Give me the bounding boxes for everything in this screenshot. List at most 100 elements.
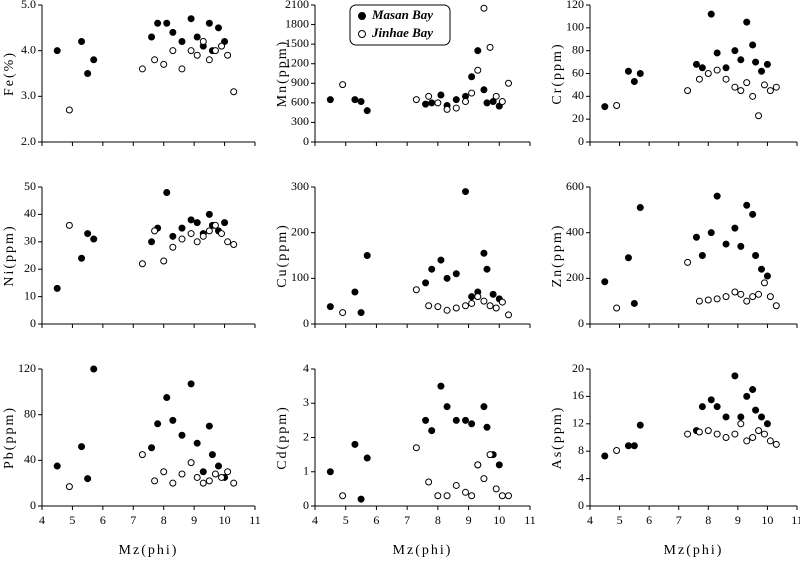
y-axis-label: Fe(%): [2, 51, 17, 96]
point: [713, 430, 721, 438]
point: [214, 462, 222, 470]
point: [163, 394, 171, 402]
point: [468, 420, 476, 428]
point: [53, 462, 61, 470]
point: [462, 98, 469, 106]
point: [722, 413, 730, 421]
y-tick-label: 3: [303, 395, 309, 409]
point: [205, 56, 213, 64]
point: [160, 60, 168, 68]
y-tick-label: 120: [566, 0, 584, 11]
x-tick-label: 6: [373, 513, 379, 527]
point: [760, 279, 768, 287]
point: [749, 210, 757, 218]
point: [722, 75, 730, 83]
x-tick-label: 11: [791, 513, 800, 527]
point: [722, 240, 730, 248]
x-axis-label: Mz(phi): [664, 543, 724, 558]
point: [351, 96, 359, 104]
point: [749, 386, 757, 394]
point: [468, 293, 476, 301]
point: [492, 92, 500, 100]
y-tick-label: 200: [566, 270, 584, 284]
point: [187, 380, 195, 388]
point: [483, 99, 491, 107]
y-tick-label: 80: [572, 42, 584, 56]
point: [480, 86, 488, 94]
point: [205, 227, 213, 235]
point: [422, 416, 430, 424]
x-tick-label: 9: [191, 513, 197, 527]
point: [151, 56, 159, 64]
point: [731, 47, 739, 55]
point: [601, 103, 609, 111]
x-tick-label: 6: [646, 513, 652, 527]
point: [428, 427, 436, 435]
point: [722, 293, 730, 301]
point: [758, 265, 766, 273]
point: [138, 260, 146, 268]
point: [357, 309, 365, 317]
point: [480, 249, 488, 257]
point: [169, 479, 177, 487]
point: [211, 47, 219, 55]
point: [737, 56, 745, 64]
point: [230, 479, 238, 487]
point: [492, 485, 500, 493]
y-tick-label: 600: [566, 179, 584, 193]
x-tick-label: 10: [219, 513, 231, 527]
x-tick-label: 5: [69, 513, 75, 527]
point: [154, 420, 162, 428]
x-tick-label: 7: [130, 513, 136, 527]
x-tick-label: 4: [587, 513, 593, 527]
y-tick-label: 80: [24, 406, 36, 420]
point: [138, 451, 146, 459]
point: [452, 416, 460, 424]
point: [154, 19, 162, 27]
point: [462, 188, 469, 196]
y-tick-label: 120: [18, 361, 36, 375]
point: [480, 297, 488, 305]
x-axis-label: Mz(phi): [393, 543, 453, 558]
point: [443, 105, 451, 113]
point: [178, 470, 186, 478]
point: [363, 454, 371, 462]
point: [713, 66, 721, 74]
point: [351, 440, 359, 448]
point: [339, 81, 347, 89]
point: [752, 58, 760, 66]
point: [763, 272, 771, 280]
y-tick-label: 12: [572, 416, 584, 430]
x-tick-label: 8: [705, 513, 711, 527]
point: [613, 304, 621, 312]
point: [462, 416, 469, 424]
point: [193, 238, 201, 246]
point: [434, 492, 442, 500]
point: [480, 403, 488, 411]
y-tick-label: 1800: [285, 16, 309, 30]
point: [90, 56, 98, 64]
point: [214, 24, 222, 32]
y-tick-label: 0: [30, 316, 36, 330]
y-tick-label: 400: [566, 224, 584, 238]
y-tick-label: 0: [303, 498, 309, 512]
point: [187, 230, 195, 238]
point: [743, 201, 751, 209]
x-tick-label: 7: [676, 513, 682, 527]
point: [326, 303, 334, 311]
point: [758, 67, 766, 75]
point: [425, 302, 433, 310]
point: [692, 233, 700, 241]
y-tick-label: 3.0: [21, 88, 36, 102]
point: [193, 439, 201, 447]
point: [437, 256, 445, 264]
point: [760, 81, 768, 89]
point: [492, 304, 500, 312]
y-tick-label: 40: [572, 88, 584, 102]
point: [326, 468, 334, 476]
point: [187, 216, 195, 224]
point: [357, 98, 365, 106]
y-tick-label: 300: [291, 179, 309, 193]
